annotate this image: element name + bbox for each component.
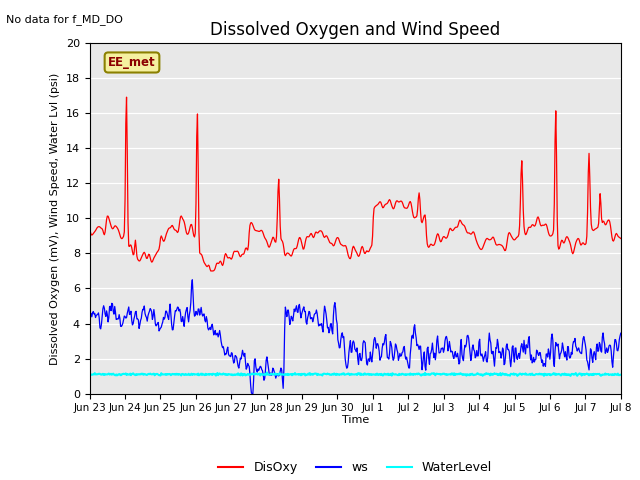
- Legend: DisOxy, ws, WaterLevel: DisOxy, ws, WaterLevel: [213, 456, 497, 479]
- Text: EE_met: EE_met: [108, 56, 156, 69]
- Title: Dissolved Oxygen and Wind Speed: Dissolved Oxygen and Wind Speed: [210, 21, 500, 39]
- Text: No data for f_MD_DO: No data for f_MD_DO: [6, 14, 124, 25]
- Y-axis label: Dissolved Oxygen (mV), Wind Speed, Water Lvl (psi): Dissolved Oxygen (mV), Wind Speed, Water…: [50, 72, 60, 364]
- X-axis label: Time: Time: [342, 415, 369, 425]
